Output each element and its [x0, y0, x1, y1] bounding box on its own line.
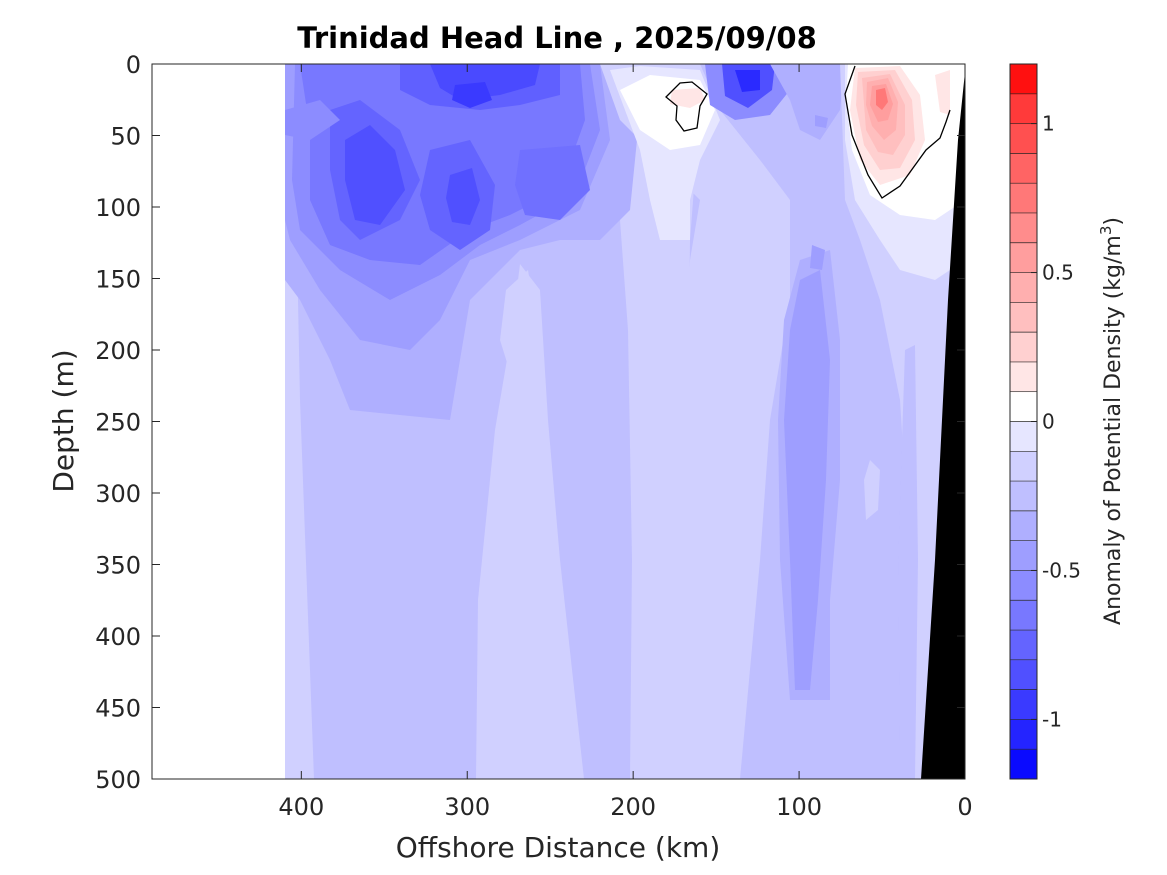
- colorbar-segment: [1010, 749, 1037, 780]
- seafloor-bathymetry: [921, 72, 965, 779]
- spot-100km-b: [815, 115, 828, 128]
- x-tick-label: 200: [610, 793, 656, 821]
- colorbar-segment: [1010, 451, 1037, 482]
- colorbar-segment: [1010, 391, 1037, 422]
- y-axis: 0 50 100 150 200 250 300 350 400 450 500: [95, 51, 965, 794]
- colorbar-segment: [1010, 212, 1037, 244]
- band-light-300: [476, 264, 584, 779]
- core-right: [515, 145, 590, 220]
- nearshore-right-column: [898, 345, 918, 779]
- colorbar-tick-label: -1: [1042, 707, 1062, 731]
- y-tick-label: 450: [95, 695, 141, 723]
- colorbar-segment: [1010, 421, 1037, 452]
- colorbar-segment: [1010, 302, 1037, 333]
- colorbar-segment: [1010, 481, 1037, 512]
- colorbar-label-main: Anomaly of Potential Density (kg/m: [1101, 235, 1126, 625]
- zero-contour-nearshore: [844, 65, 951, 199]
- band-light-190: [612, 110, 700, 779]
- colorbar-segment: [1010, 361, 1037, 393]
- y-tick-label: 0: [126, 51, 141, 79]
- y-tick-label: 400: [95, 623, 141, 651]
- column-100km-dark: [784, 270, 830, 690]
- x-axis-label: Offshore Distance (km): [396, 831, 721, 864]
- colorbar-segment: [1010, 689, 1037, 720]
- chart-title: Trinidad Head Line , 2025/09/08: [297, 21, 817, 55]
- colorbar-segment: [1010, 659, 1037, 691]
- band-light-270: [500, 270, 536, 385]
- colorbar: 1 0.5 0 -0.5 -1: [1009, 63, 1081, 780]
- colorbar-label: Anomaly of Potential Density (kg/m3): [1097, 217, 1126, 625]
- colorbar-segment: [1010, 123, 1037, 154]
- plot-area: [151, 63, 966, 780]
- colorbar-label-sup: 3: [1097, 226, 1115, 236]
- nearshore-pink-edge: [935, 70, 950, 115]
- colorbar-segment: [1010, 719, 1037, 750]
- colorbar-segment: [1010, 510, 1037, 542]
- y-tick-label: 150: [95, 266, 141, 294]
- colorbar-segment: [1010, 242, 1037, 274]
- colorbar-tick-label: 1: [1042, 112, 1055, 136]
- x-tick-label: 300: [444, 793, 490, 821]
- colorbar-tick-label: 0: [1042, 410, 1055, 434]
- colorbar-label-close: ): [1101, 217, 1126, 226]
- colorbar-segment: [1010, 540, 1037, 571]
- colorbar-segment: [1010, 332, 1037, 363]
- y-tick-label: 300: [95, 480, 141, 508]
- y-axis-label: Depth (m): [47, 349, 80, 492]
- y-tick-label: 250: [95, 409, 141, 437]
- zero-contour-170km: [665, 81, 708, 132]
- colorbar-segment: [1010, 183, 1037, 214]
- colorbar-tick-label: 0.5: [1042, 261, 1074, 285]
- colorbar-segment: [1010, 93, 1037, 125]
- colorbar-segment: [1010, 272, 1037, 303]
- colorbar-tick-label: -0.5: [1042, 558, 1081, 582]
- y-tick-label: 350: [95, 552, 141, 580]
- colorbar-segment: [1010, 630, 1037, 661]
- y-tick-label: 100: [95, 194, 141, 222]
- y-tick-label: 50: [110, 123, 141, 151]
- colorbar-segment: [1010, 570, 1037, 601]
- left-mid-blob: [285, 100, 340, 140]
- density-field: [285, 64, 965, 779]
- y-tick-label: 200: [95, 337, 141, 365]
- spot-100km: [810, 245, 825, 270]
- x-tick-label: 100: [776, 793, 822, 821]
- x-tick-label: 0: [957, 793, 972, 821]
- y-tick-label: 500: [95, 766, 141, 794]
- midshelf-light: [600, 64, 790, 779]
- x-axis: 400 300 200 100 0: [278, 64, 973, 821]
- colorbar-segment: [1010, 153, 1037, 184]
- x-tick-label: 400: [278, 793, 324, 821]
- surface-deep-c: [452, 82, 492, 108]
- core-left-inner: [345, 125, 405, 225]
- nearshore-deep-column: [864, 460, 880, 520]
- near-surface-blue-c: [735, 70, 760, 92]
- nearshore-pink-6: [876, 88, 888, 110]
- pink-spot-170: [670, 88, 705, 108]
- core-mid-inner: [446, 168, 480, 225]
- colorbar-segment: [1010, 600, 1037, 631]
- colorbar-segment: [1010, 64, 1037, 95]
